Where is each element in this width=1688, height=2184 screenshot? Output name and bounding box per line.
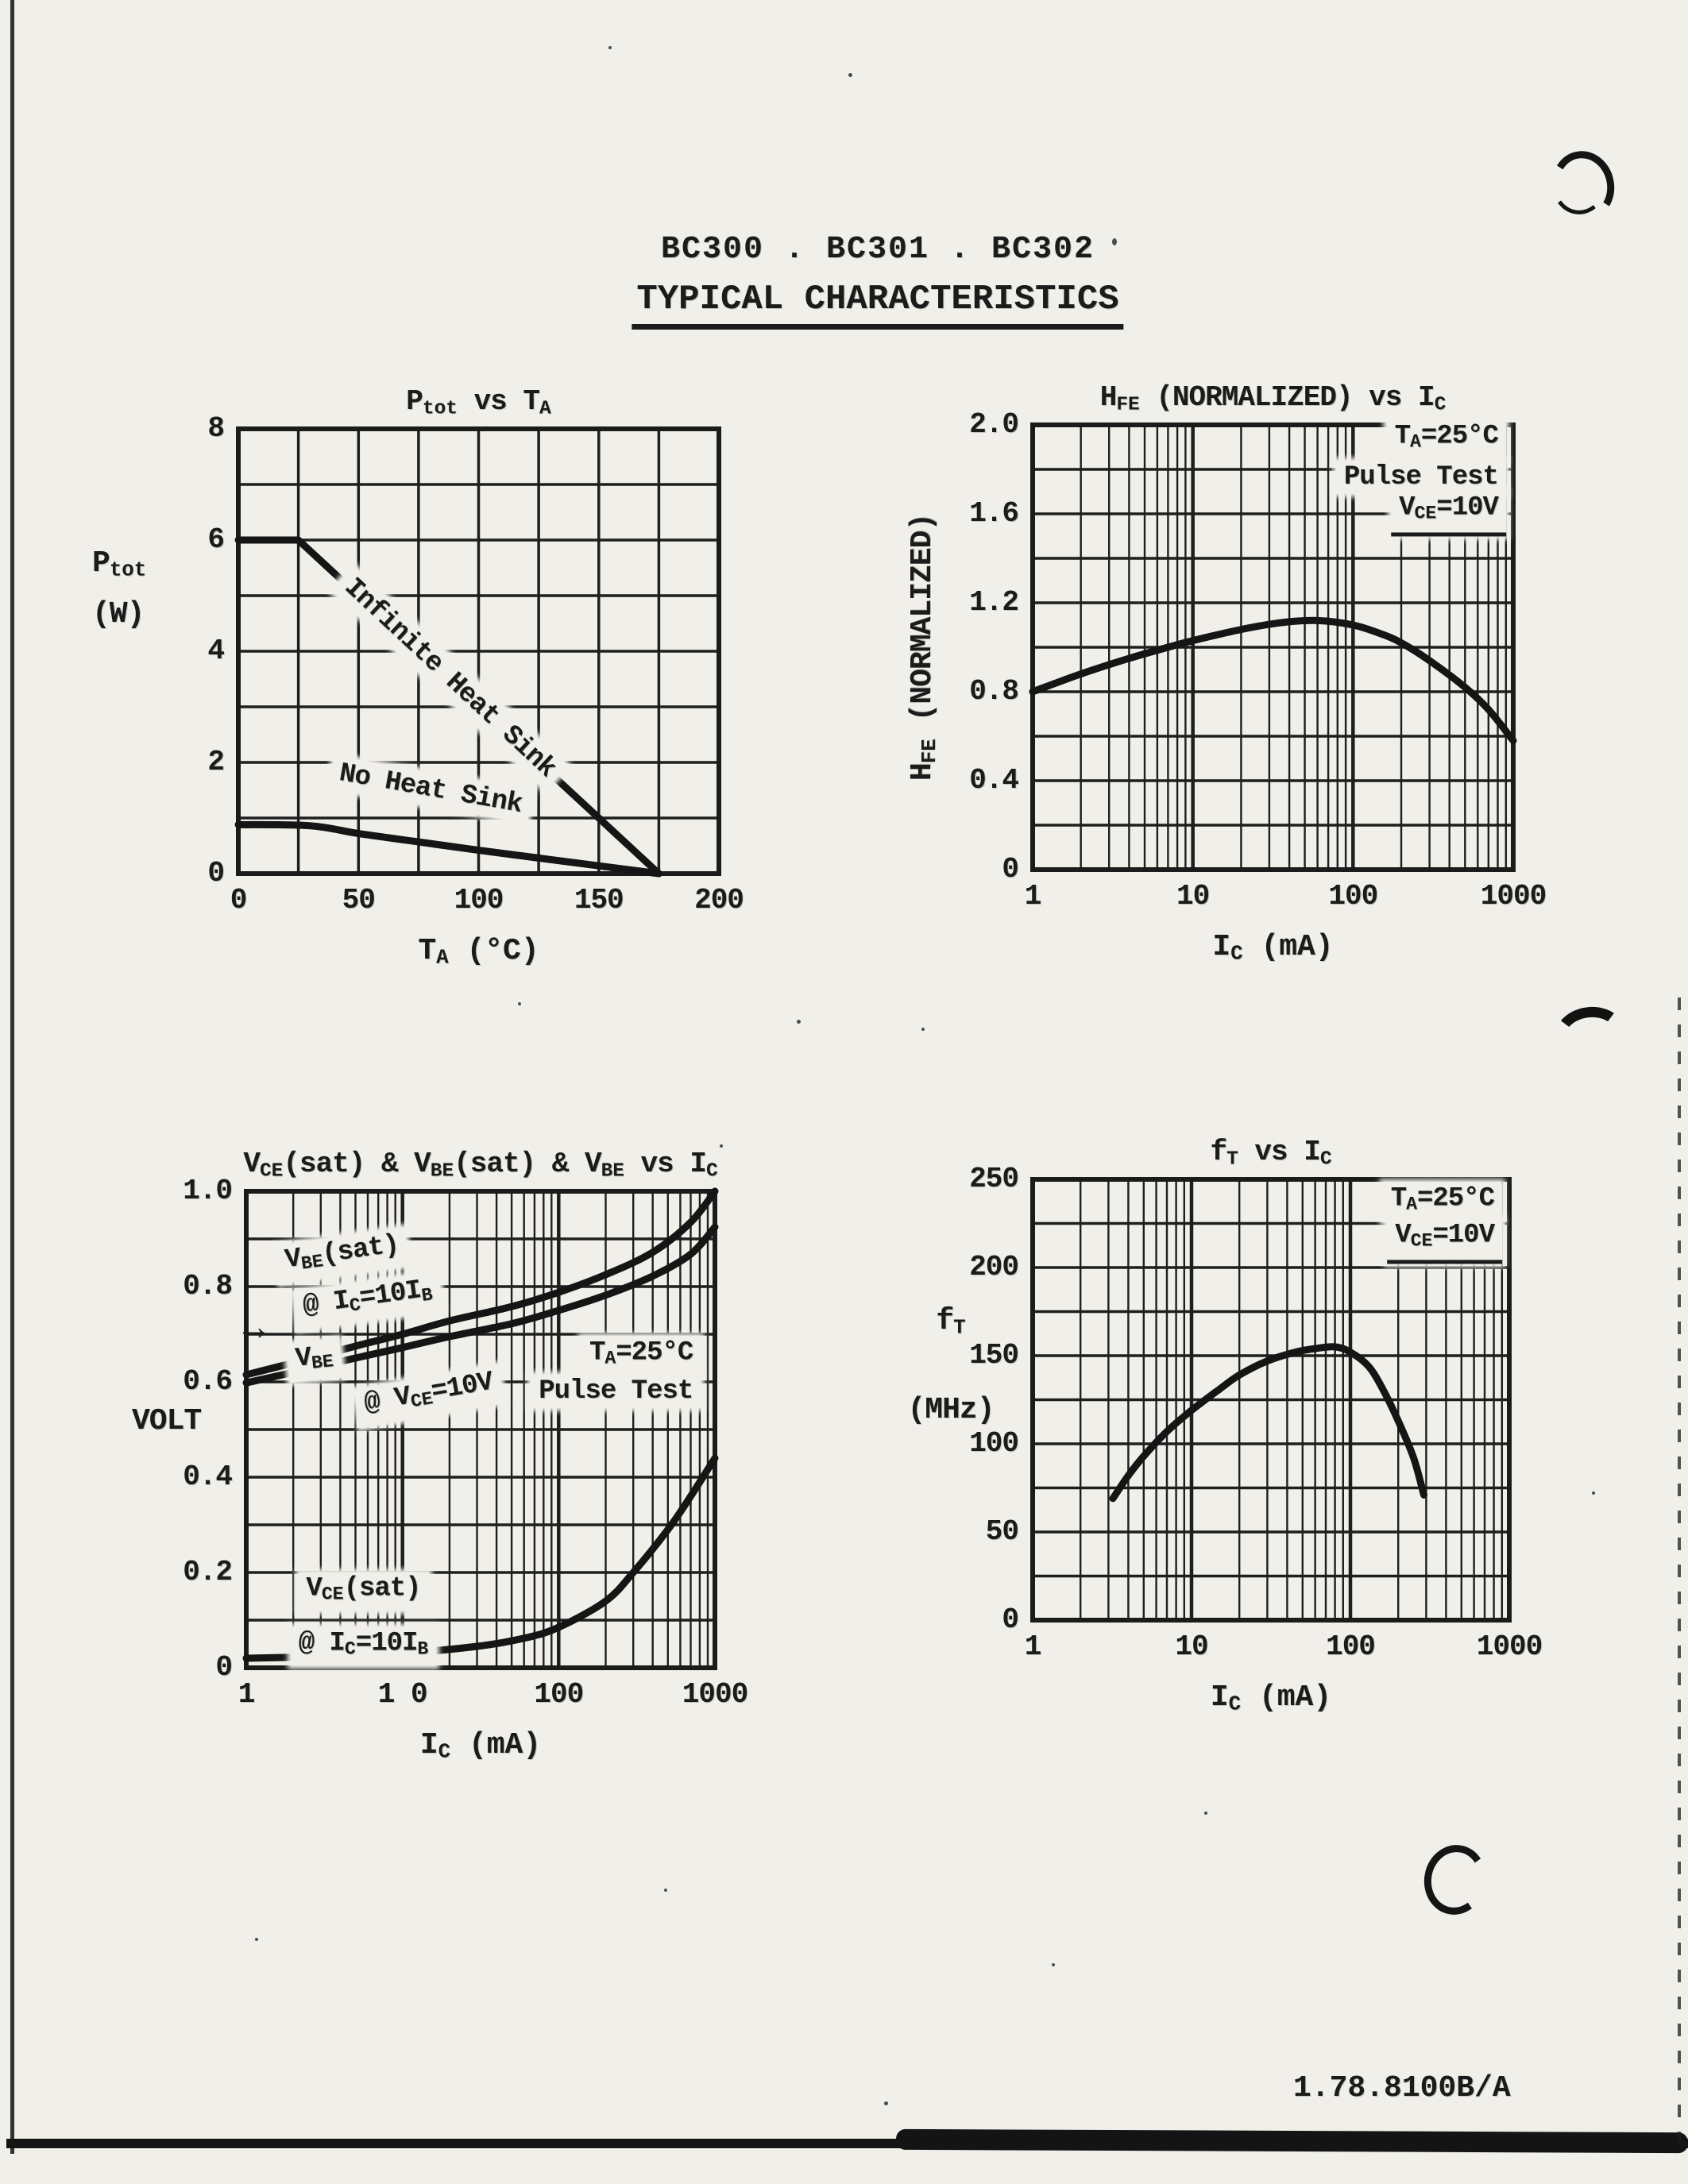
- plot-border: [236, 426, 721, 876]
- annotation: VCE(sat): [298, 1572, 429, 1611]
- y-tick-label: 0.2: [183, 1556, 233, 1588]
- y-axis-label: fT (MHz): [891, 1304, 1010, 1428]
- x-tick-label: 1 0: [377, 1678, 428, 1711]
- chart-title: HFE (NORMALIZED) vs IC: [1099, 381, 1447, 416]
- hole-punch-icon: [1418, 1839, 1493, 1920]
- scan-speck: [921, 1028, 925, 1031]
- annotation: VBE: [285, 1338, 343, 1383]
- document-code: 1.78.8100B/A: [1293, 2071, 1511, 2105]
- y-tick-label: 250: [969, 1163, 1019, 1195]
- y-tick-label: 0: [215, 1651, 233, 1684]
- scan-speck: [1052, 1963, 1055, 1966]
- scan-edge-line: [10, 0, 14, 2154]
- y-axis-label: HFE (NORMALIZED): [906, 513, 941, 781]
- x-tick-label: 1: [1024, 1630, 1042, 1663]
- curve-hfe-normalized: [1029, 616, 1517, 745]
- y-axis-label: VOLT: [132, 1404, 251, 1439]
- y-axis-label-line: Ptot: [92, 546, 147, 582]
- y-axis-label-line: (MHz): [907, 1392, 995, 1427]
- curve-no-heat-sink: [234, 820, 662, 878]
- y-tick-label: 2.0: [969, 408, 1019, 441]
- chart-title: VCE(sat) & VBE(sat) & VBE vs IC: [243, 1148, 718, 1183]
- scan-speck: [1204, 1812, 1207, 1815]
- x-tick-label: 10: [1176, 880, 1210, 913]
- y-tick-label: 50: [985, 1515, 1019, 1548]
- y-axis-label: Ptot (W): [92, 546, 211, 632]
- x-axis-label: IC (mA): [1212, 930, 1334, 966]
- annotation: TA=25°C: [1382, 1182, 1502, 1221]
- x-tick-label: 100: [534, 1678, 584, 1711]
- x-tick-label: 100: [454, 884, 504, 916]
- chart-title: Ptot vs TA: [406, 385, 551, 420]
- y-tick-label: 1.6: [969, 497, 1019, 530]
- x-tick-label: 200: [694, 884, 744, 916]
- x-tick-label: 1: [1024, 880, 1042, 913]
- x-tick-label: 10: [1175, 1630, 1208, 1663]
- y-axis-label-line: (W): [92, 596, 145, 631]
- hole-punch-icon: [1550, 1001, 1631, 1073]
- device-names: BC300 . BC301 . BC302: [660, 232, 1095, 268]
- x-axis-label: IC (mA): [419, 1728, 542, 1764]
- x-tick-label: 150: [574, 884, 624, 916]
- x-tick-label: 100: [1326, 1630, 1376, 1663]
- y-tick-label: 1.2: [969, 586, 1019, 619]
- annotation: →: [242, 1309, 265, 1350]
- y-tick-label: 200: [969, 1251, 1019, 1283]
- scan-bottom-smudge: [895, 2128, 1688, 2154]
- scan-speck: [664, 1889, 667, 1892]
- x-axis-label: IC (mA): [1210, 1680, 1332, 1716]
- annotation: Pulse Test: [531, 1375, 701, 1408]
- scan-speck: [518, 1002, 521, 1005]
- annotation: @ IC=10IB: [290, 1626, 437, 1666]
- y-axis-label-line: VOLT: [132, 1404, 202, 1438]
- y-tick-label: 0: [207, 857, 225, 889]
- page-title: TYPICAL CHARACTERISTICS: [632, 280, 1124, 330]
- y-axis-label-line: fT: [936, 1304, 966, 1340]
- plot-border: [1030, 1177, 1512, 1623]
- scan-speck: [749, 296, 752, 299]
- annotation: VCE=10V: [1387, 1218, 1502, 1264]
- scan-speck: [720, 1144, 723, 1148]
- x-tick-label: 0: [230, 884, 248, 916]
- y-tick-label: 1.0: [183, 1175, 233, 1207]
- annotation: TA=25°C: [1386, 419, 1506, 460]
- y-tick-label: 4: [207, 635, 225, 667]
- y-tick-label: 6: [207, 523, 225, 556]
- y-tick-label: 0.6: [183, 1365, 233, 1398]
- y-tick-label: 0: [1002, 1603, 1019, 1636]
- scan-speck: [608, 46, 612, 49]
- scan-speck: [1112, 238, 1117, 245]
- y-tick-label: 0.8: [969, 675, 1019, 708]
- annotation: VCE=10V: [1391, 491, 1506, 537]
- x-tick-label: 1000: [682, 1678, 748, 1711]
- x-tick-label: 50: [342, 884, 376, 916]
- y-tick-label: 0: [1002, 853, 1019, 886]
- y-tick-label: 150: [969, 1339, 1019, 1372]
- annotation: TA=25°C: [581, 1336, 701, 1376]
- y-tick-label: 2: [207, 746, 225, 778]
- y-tick-label: 8: [207, 412, 225, 445]
- y-tick-label: 100: [969, 1427, 1019, 1460]
- y-tick-label: 0.4: [969, 764, 1019, 797]
- curve-ft: [1109, 1343, 1427, 1503]
- plot-border: [1030, 423, 1516, 872]
- x-tick-label: 100: [1328, 880, 1378, 913]
- scan-speck: [1592, 1491, 1595, 1495]
- scan-speck: [848, 73, 852, 77]
- annotation: Pulse Test: [1335, 461, 1506, 495]
- scan-speck: [255, 1938, 258, 1941]
- x-tick-label: 1000: [1476, 1630, 1543, 1663]
- chart-title: fT vs IC: [1210, 1136, 1332, 1171]
- scan-right-dotted-line: [1678, 997, 1681, 2151]
- grid: [238, 429, 719, 874]
- x-tick-label: 1000: [1480, 880, 1547, 913]
- x-tick-label: 1: [238, 1678, 256, 1711]
- scan-speck: [797, 1020, 801, 1024]
- y-tick-label: 0.8: [183, 1270, 233, 1302]
- y-tick-label: 0.4: [183, 1461, 233, 1493]
- x-axis-label: TA (°C): [418, 934, 539, 970]
- scan-speck: [884, 2101, 888, 2105]
- plot-border: [244, 1189, 717, 1670]
